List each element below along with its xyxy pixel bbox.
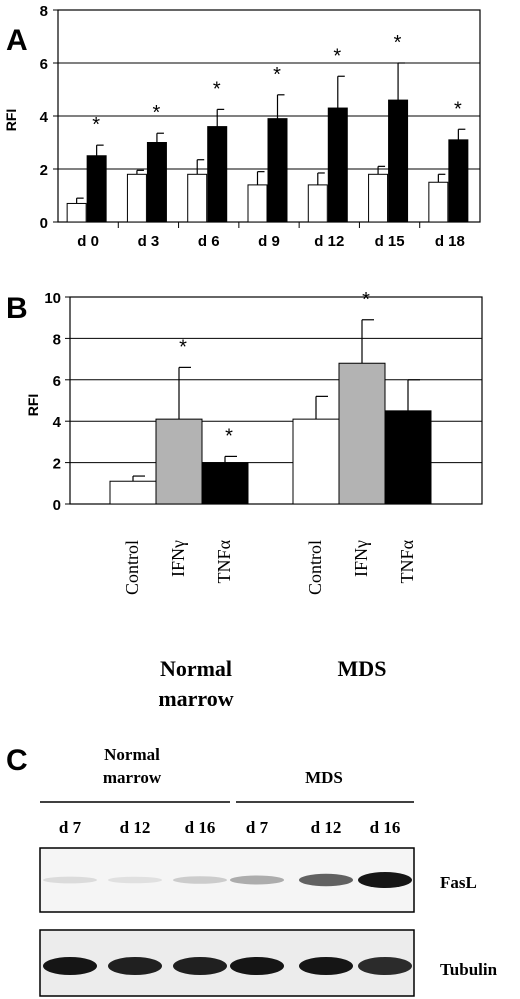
chart-b-category-label: TNFα <box>214 539 234 583</box>
blot-band-tubulin <box>43 957 97 975</box>
chart-b-significance-mark: * <box>179 336 187 358</box>
panel-c-label: C <box>6 744 28 777</box>
chart-a-ytick-label: 0 <box>40 215 48 232</box>
chart-a-bar-filled <box>146 142 167 223</box>
panel-a-label: A <box>6 24 28 57</box>
chart-a-xticks: d 0 d 3 d 6 d 9 d 12 d 15 d 18 <box>77 222 465 250</box>
chart-b-ytick-label: 0 <box>53 497 61 514</box>
blot-row-label-tubulin: Tubulin <box>440 960 498 979</box>
chart-b-significance-mark: * <box>362 289 370 311</box>
chart-b-ytick-label: 6 <box>53 373 61 390</box>
chart-a-bar-open <box>126 173 147 223</box>
blot-group-mds: MDS <box>305 768 343 787</box>
blot-row-label-fasl: FasL <box>440 873 477 892</box>
blot-band-fasl <box>43 876 97 884</box>
chart-b-category-labels: Control IFNγ TNFα Control IFNγ TNFα <box>122 539 417 595</box>
chart-b: 0 2 4 6 8 10 * * * RFI Control IFNγ TNFα Control IF… <box>25 289 483 711</box>
chart-a-bar-filled <box>267 118 288 223</box>
chart-a-xtick-label: d 15 <box>375 233 405 250</box>
chart-b-ytick-label: 4 <box>53 414 62 431</box>
blot-band-fasl <box>108 876 162 884</box>
chart-b-category-label: Control <box>305 540 325 595</box>
chart-a-significance-mark: * <box>333 45 341 67</box>
chart-b-ytick-label: 10 <box>44 290 61 307</box>
chart-a-significance-mark: * <box>273 64 281 86</box>
chart-a-significance-mark: * <box>213 78 221 100</box>
chart-a: 0 2 4 6 8 * * * * * * * d 0 d 3 d 6 d 9 d 12 d 15 d 18 R… <box>3 3 481 250</box>
chart-a-ylabel: RFI <box>3 109 19 132</box>
blot-band-tubulin <box>230 957 284 975</box>
blot-lane-labels: d 7 d 12 d 16 d 7 d 12 d 16 <box>59 818 400 837</box>
chart-a-bar-filled <box>448 139 469 223</box>
chart-b-grid: 0 2 4 6 8 10 <box>44 290 482 514</box>
chart-b-category-label: IFNγ <box>351 540 371 577</box>
chart-b-ytick-label: 8 <box>53 331 61 348</box>
chart-b-ytick-label: 2 <box>53 456 61 473</box>
blot-band-tubulin <box>299 957 353 975</box>
group-label-normal-line2: marrow <box>158 686 233 711</box>
chart-b-significance-mark: * <box>225 425 233 447</box>
blot-band-fasl <box>299 873 353 887</box>
chart-b-bars: * * * <box>109 289 432 505</box>
chart-a-xtick-label: d 12 <box>314 233 344 250</box>
blot-lane-label: d 7 <box>246 818 269 837</box>
chart-a-significance-mark: * <box>454 98 462 120</box>
chart-a-xtick-label: d 9 <box>258 233 280 250</box>
chart-a-bar-open <box>307 184 328 223</box>
chart-a-xtick-label: d 6 <box>198 233 220 250</box>
blot-group-normal-line2: marrow <box>103 768 162 787</box>
panel-b-label: B <box>6 292 28 325</box>
chart-a-bar-open <box>368 173 389 223</box>
chart-b-bar <box>109 480 157 505</box>
blot-lane-label: d 16 <box>370 818 401 837</box>
chart-a-bar-filled <box>207 126 228 223</box>
chart-a-significance-mark: * <box>92 114 100 136</box>
blot-tubulin-membrane <box>39 929 415 997</box>
chart-a-bar-open <box>187 173 208 223</box>
chart-b-category-label: Control <box>122 540 142 595</box>
blot-lane-label: d 16 <box>185 818 216 837</box>
chart-a-ytick-label: 8 <box>40 3 48 20</box>
chart-a-bar-open <box>247 184 268 223</box>
group-label-mds: MDS <box>338 656 387 681</box>
chart-a-ytick-label: 6 <box>40 56 48 73</box>
chart-a-bar-filled <box>86 155 107 223</box>
chart-b-bar <box>384 410 432 505</box>
chart-a-xtick-label: d 3 <box>138 233 160 250</box>
blot-band-fasl <box>173 876 227 884</box>
chart-b-frame <box>69 296 483 505</box>
chart-a-significance-mark: * <box>394 32 402 54</box>
blot-group-normal-line1: Normal <box>104 745 160 764</box>
chart-a-significance-mark: * <box>153 102 161 124</box>
chart-a-bars: * * * * * * * <box>66 32 469 223</box>
chart-a-bar-open <box>66 202 87 223</box>
blot-lane-label: d 7 <box>59 818 82 837</box>
blot-band-tubulin <box>173 957 227 975</box>
blot-lane-label: d 12 <box>311 818 342 837</box>
chart-a-bar-filled <box>388 99 409 223</box>
chart-b-ylabel: RFI <box>25 394 41 417</box>
blot-band-tubulin <box>358 957 412 975</box>
chart-b-category-label: TNFα <box>397 539 417 583</box>
chart-b-bar <box>338 362 386 505</box>
chart-a-ytick-label: 4 <box>40 109 49 126</box>
chart-a-xtick-label: d 18 <box>435 233 465 250</box>
chart-b-bar <box>155 418 203 505</box>
blot-band-fasl <box>230 875 284 885</box>
blot-bands <box>43 872 412 975</box>
chart-a-bar-filled <box>327 107 348 223</box>
chart-b-bar <box>201 462 249 505</box>
chart-b-category-label: IFNγ <box>168 540 188 577</box>
chart-a-xtick-label: d 0 <box>77 233 99 250</box>
chart-a-bar-open <box>428 181 449 223</box>
western-blot: Normal marrow MDS d 7 d 12 d 16 d 7 d 12 d 16… <box>39 745 498 997</box>
chart-b-bar <box>292 418 340 505</box>
blot-band-tubulin <box>108 957 162 975</box>
blot-lane-label: d 12 <box>120 818 151 837</box>
group-label-normal-line1: Normal <box>160 656 232 681</box>
blot-band-fasl <box>358 872 412 888</box>
chart-a-ytick-label: 2 <box>40 162 48 179</box>
